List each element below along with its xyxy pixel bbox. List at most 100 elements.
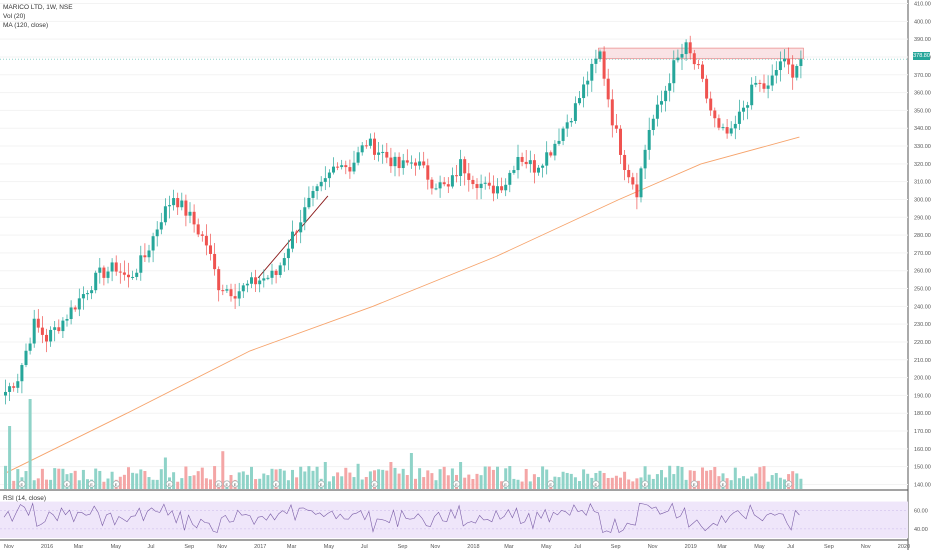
candle-body xyxy=(455,175,458,177)
earnings-e-icon xyxy=(63,480,71,488)
candle-body xyxy=(180,200,184,208)
volume-bar xyxy=(750,476,754,489)
candle-body xyxy=(368,138,372,146)
candle-body xyxy=(163,206,167,223)
candle-body xyxy=(319,181,323,187)
x-tick-label: Nov xyxy=(861,544,871,550)
x-tick-label: 2016 xyxy=(41,544,53,550)
candle-body xyxy=(90,290,94,294)
candle-body xyxy=(537,167,540,173)
candle-body xyxy=(783,58,786,62)
earnings-e-label: E xyxy=(455,482,458,487)
candle-body xyxy=(483,182,487,184)
candle-body xyxy=(98,267,102,273)
candle-body xyxy=(348,167,352,172)
price-tick-label: 330.00 xyxy=(914,144,931,150)
earnings-e-icon xyxy=(18,480,26,488)
volume-bar xyxy=(49,479,53,489)
candle-body xyxy=(422,161,426,166)
volume-bar xyxy=(668,465,672,489)
earnings-e-icon xyxy=(223,480,231,488)
volume-bar xyxy=(491,469,495,489)
earnings-e-label: E xyxy=(168,482,171,487)
volume-bar xyxy=(602,472,606,489)
volume-bar xyxy=(61,468,65,489)
volume-bar xyxy=(237,472,241,489)
volume-bar xyxy=(733,467,737,489)
candle-body xyxy=(188,211,192,216)
x-tick-label: 2017 xyxy=(254,544,266,550)
candle-body xyxy=(86,293,89,295)
earnings-e-label: E xyxy=(66,482,69,487)
price-tick-label: 190.00 xyxy=(914,393,931,399)
candle-body xyxy=(200,234,204,236)
candle-body xyxy=(434,188,438,190)
volume-bar xyxy=(532,474,536,489)
volume-bar xyxy=(438,469,442,489)
earnings-e-label: E xyxy=(90,482,93,487)
candle-body xyxy=(4,391,7,396)
candle-body xyxy=(196,224,200,235)
volume-bar xyxy=(176,481,180,489)
earnings-e-icon xyxy=(317,480,325,488)
x-tick-label: May xyxy=(754,544,765,550)
candle-body xyxy=(127,274,130,278)
rsi-tick-label: 40.00 xyxy=(914,527,928,533)
candle-body xyxy=(176,198,180,208)
candle-body xyxy=(8,386,12,392)
volume-bar xyxy=(409,453,413,489)
volume-bar xyxy=(151,479,155,489)
candle-body xyxy=(733,123,737,129)
volume-bar xyxy=(680,466,684,489)
volume-bar xyxy=(541,466,545,489)
volume-bar xyxy=(299,466,303,489)
candle-body xyxy=(430,179,434,189)
candle-body xyxy=(463,159,467,174)
volume-bar xyxy=(286,480,290,489)
candle-body xyxy=(143,255,147,258)
price-tick-label: 310.00 xyxy=(914,180,931,186)
candle-body xyxy=(49,329,53,342)
price-tick-label: 300.00 xyxy=(914,197,931,203)
earnings-e-label: E xyxy=(644,482,647,487)
candle-body xyxy=(729,128,733,134)
volume-bar xyxy=(524,468,528,489)
volume-bar xyxy=(590,477,594,489)
candle-body xyxy=(36,318,40,328)
volume-bar xyxy=(598,470,602,489)
volume-bar xyxy=(196,471,200,489)
candle-body xyxy=(266,277,270,279)
volume-bar xyxy=(373,470,376,489)
candle-body xyxy=(532,160,536,173)
candle-body xyxy=(122,272,126,275)
volume-bar xyxy=(155,479,159,489)
candle-body xyxy=(221,290,225,292)
candle-body xyxy=(512,170,516,173)
volume-bar xyxy=(221,451,225,489)
earnings-e-label: E xyxy=(693,482,696,487)
price-tick-label: 370.00 xyxy=(914,73,931,79)
candle-body xyxy=(467,173,471,180)
candle-body xyxy=(684,42,688,55)
volume-bar xyxy=(459,462,463,489)
volume-bar xyxy=(282,470,286,489)
candle-body xyxy=(569,120,573,123)
volume-bar xyxy=(606,477,610,489)
earnings-e-label: E xyxy=(115,482,118,487)
candle-body xyxy=(631,177,635,185)
candle-body xyxy=(282,258,286,266)
volume-bar xyxy=(512,478,516,489)
volume-bar xyxy=(783,479,786,489)
volume-bar xyxy=(200,467,204,489)
candle-body xyxy=(426,165,430,180)
volume-bar xyxy=(389,462,393,489)
earnings-e-icon xyxy=(231,480,239,488)
volume-bar xyxy=(573,477,577,489)
x-tick-label: 2019 xyxy=(685,544,697,550)
volume-bar xyxy=(418,468,422,489)
candle-body xyxy=(721,127,725,129)
symbol-legend: MARICO LTD, 1W, NSE xyxy=(3,4,73,11)
volume-bar xyxy=(315,466,319,489)
